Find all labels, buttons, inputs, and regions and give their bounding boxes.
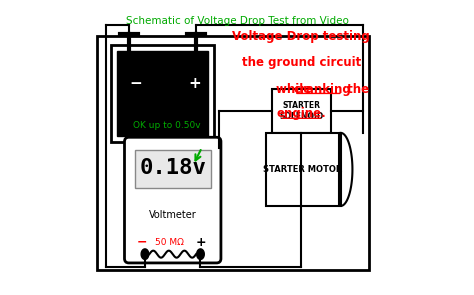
Text: while: while bbox=[276, 83, 316, 96]
Polygon shape bbox=[197, 249, 204, 259]
FancyBboxPatch shape bbox=[117, 51, 208, 136]
Text: −: − bbox=[137, 236, 147, 249]
FancyBboxPatch shape bbox=[125, 137, 221, 263]
Text: STARTER MOTOR: STARTER MOTOR bbox=[263, 165, 342, 174]
Text: STARTER: STARTER bbox=[283, 101, 320, 110]
FancyBboxPatch shape bbox=[266, 133, 339, 206]
Polygon shape bbox=[141, 249, 149, 259]
Text: −: − bbox=[130, 76, 143, 91]
Text: Schematic of Voltage Drop Test from Video: Schematic of Voltage Drop Test from Vide… bbox=[126, 16, 348, 26]
FancyBboxPatch shape bbox=[272, 89, 330, 133]
Text: cranking: cranking bbox=[294, 83, 352, 96]
Text: 50 MΩ: 50 MΩ bbox=[155, 238, 184, 247]
Text: engine.: engine. bbox=[276, 107, 326, 120]
Text: Voltage Drop testing: Voltage Drop testing bbox=[232, 30, 370, 43]
Text: +: + bbox=[195, 236, 206, 249]
Text: Voltmeter: Voltmeter bbox=[149, 210, 197, 220]
Text: 0.18v: 0.18v bbox=[139, 158, 206, 178]
Text: the ground circuit: the ground circuit bbox=[242, 56, 361, 69]
Text: the: the bbox=[343, 83, 369, 96]
Text: SOLENOID: SOLENOID bbox=[279, 112, 323, 121]
Text: OK up to 0.50v: OK up to 0.50v bbox=[133, 121, 201, 130]
FancyBboxPatch shape bbox=[135, 150, 211, 189]
Text: +: + bbox=[188, 76, 201, 91]
